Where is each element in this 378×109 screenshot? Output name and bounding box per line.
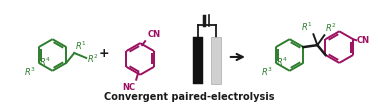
Text: $R^4$: $R^4$ [39, 55, 51, 68]
Text: $R^3$: $R^3$ [261, 66, 273, 78]
Text: CN: CN [147, 30, 160, 39]
Text: $R^2$: $R^2$ [325, 22, 337, 34]
Text: $R^4$: $R^4$ [276, 55, 288, 68]
Text: +: + [99, 47, 110, 60]
Text: $R^3$: $R^3$ [24, 66, 36, 78]
Text: $R^1$: $R^1$ [75, 40, 87, 52]
Text: Convergent paired-electrolysis: Convergent paired-electrolysis [104, 92, 274, 102]
Bar [193, 37, 203, 84]
Text: CN: CN [357, 36, 370, 45]
Text: $R^2$: $R^2$ [87, 53, 99, 65]
Text: NC: NC [122, 83, 135, 92]
Bar [211, 37, 221, 84]
Text: $R^1$: $R^1$ [301, 21, 312, 33]
